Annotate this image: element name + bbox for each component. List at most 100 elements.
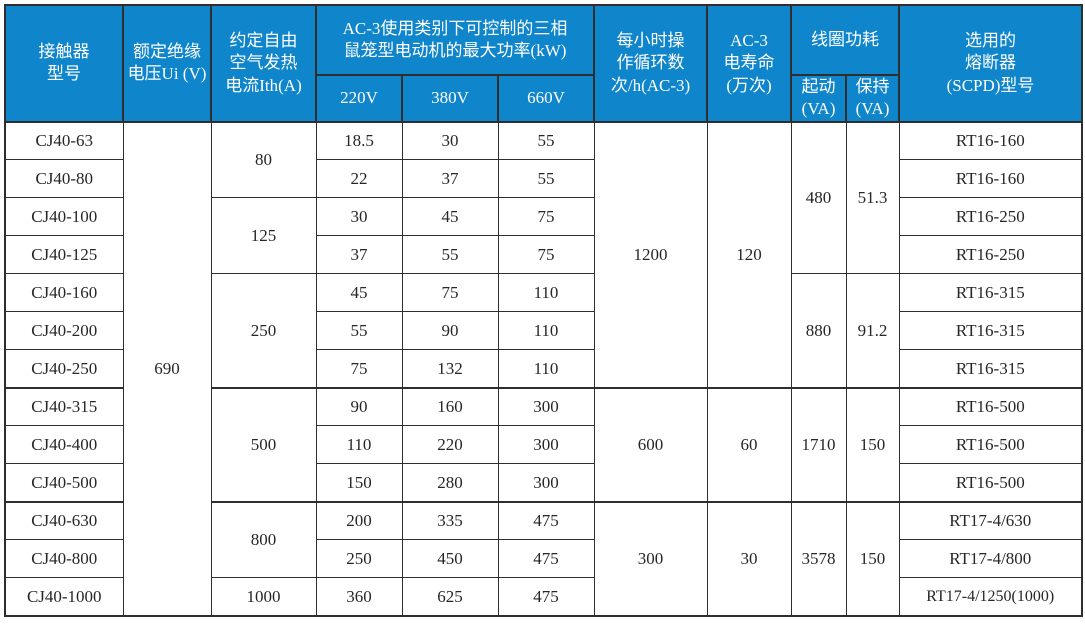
header-fuse-type: 选用的 熔断器 (SCPD)型号 — [898, 4, 1084, 123]
cell-model: CJ40-63 — [4, 121, 124, 161]
table-header: 接触器 型号 额定绝缘 电压Ui (V) 约定自由 空气发热 电流Ith(A) … — [4, 4, 1084, 123]
cell-fuse-type: RT16-160 — [898, 121, 1083, 161]
header-operating-cycles: 每小时操 作循环数 次/h(AC-3) — [593, 4, 709, 123]
cell-power-660v: 475 — [497, 539, 595, 579]
cell-power-380v: 335 — [401, 500, 499, 541]
cell-power-220v: 250 — [315, 539, 403, 579]
header-coil-start: 起动 (VA) — [790, 74, 848, 123]
cell-power-220v: 45 — [315, 273, 403, 313]
cell-model: CJ40-400 — [4, 425, 124, 465]
header-220v: 220V — [315, 74, 403, 123]
cell-power-380v: 132 — [401, 349, 499, 389]
cell-thermal-current: 800 — [210, 500, 317, 579]
cell-power-380v: 75 — [401, 273, 499, 313]
cell-power-660v: 110 — [497, 273, 595, 313]
table-row: CJ40-80 22 37 55 RT16-160 — [4, 159, 1083, 199]
table-row: CJ40-400 110 220 300 RT16-500 — [4, 425, 1083, 465]
cell-power-380v: 55 — [401, 235, 499, 275]
table-row: CJ40-63 690 80 18.5 30 55 1200 120 480 51.3 RT16-1… — [4, 121, 1083, 617]
header-660v: 660V — [496, 74, 596, 123]
cell-model: CJ40-500 — [4, 463, 124, 503]
cell-power-660v: 300 — [497, 386, 595, 427]
header-row-1: 接触器 型号 额定绝缘 电压Ui (V) 约定自由 空气发热 电流Ith(A) … — [4, 4, 1084, 123]
cell-thermal-current: 80 — [210, 121, 317, 199]
table-row: CJ40-800 250 450 475 RT17-4/800 — [4, 539, 1083, 579]
cell-fuse-type: RT16-250 — [898, 235, 1083, 275]
table-row: CJ40-200 55 90 110 RT16-315 — [4, 311, 1083, 351]
cell-fuse-type: RT16-500 — [898, 425, 1083, 465]
cell-coil-start: 480 — [790, 121, 847, 275]
cell-power-660v: 110 — [497, 349, 595, 389]
cell-model: CJ40-100 — [4, 197, 124, 237]
cell-power-660v: 300 — [497, 463, 595, 503]
cell-electrical-life: 120 — [706, 121, 792, 389]
cell-thermal-current: 1000 — [210, 577, 317, 617]
cell-model: CJ40-315 — [4, 386, 124, 427]
header-row-2: 220V 380V 660V 起动 (VA) 保持 (VA) — [5, 74, 1082, 123]
header-coil-hold: 保持 (VA) — [845, 74, 901, 123]
cell-thermal-current: 125 — [210, 197, 317, 275]
cell-power-660v: 475 — [497, 500, 595, 541]
header-rated-insulation-voltage: 额定绝缘 电压Ui (V) — [122, 4, 212, 123]
cell-rated-voltage: 690 — [122, 121, 212, 617]
cell-electrical-life: 30 — [706, 500, 792, 617]
cell-fuse-type: RT17-4/800 — [898, 539, 1083, 579]
cell-model: CJ40-800 — [4, 539, 124, 579]
table-row: CJ40-1000 1000 360 625 475 RT17-4/1250(1000) — [4, 577, 1083, 617]
header-power-group: AC-3使用类别下可控制的三相 鼠笼型电动机的最大功率(kW) — [314, 4, 596, 76]
cell-model: CJ40-80 — [4, 159, 124, 199]
table-row: CJ40-630 800 200 335 475 300 30 3578 150 RT17-4/6… — [4, 500, 1083, 617]
cell-power-380v: 160 — [401, 386, 499, 427]
cell-power-660v: 55 — [497, 121, 595, 161]
cell-power-660v: 300 — [497, 425, 595, 465]
cell-power-380v: 37 — [401, 159, 499, 199]
table-row: CJ40-125 37 55 75 RT16-250 — [4, 235, 1083, 275]
cell-power-380v: 45 — [401, 197, 499, 237]
cell-power-380v: 30 — [401, 121, 499, 161]
cell-fuse-type: RT16-315 — [898, 273, 1083, 313]
cell-power-220v: 75 — [315, 349, 403, 389]
cell-model: CJ40-250 — [4, 349, 124, 389]
header-model: 接触器 型号 — [4, 4, 124, 123]
cell-model: CJ40-125 — [4, 235, 124, 275]
cell-coil-hold: 150 — [845, 500, 900, 617]
cell-coil-hold: 91.2 — [845, 273, 900, 389]
cell-power-380v: 90 — [401, 311, 499, 351]
cell-power-220v: 37 — [315, 235, 403, 275]
cell-fuse-type: RT16-500 — [898, 386, 1083, 427]
cell-operating-cycles: 600 — [593, 386, 708, 503]
cell-coil-start: 1710 — [790, 386, 847, 503]
cell-fuse-type: RT16-500 — [898, 463, 1083, 503]
header-coil-power-group: 线圈功耗 — [790, 4, 901, 76]
cell-operating-cycles: 300 — [593, 500, 708, 617]
cell-model: CJ40-160 — [4, 273, 124, 313]
table-row: CJ40-100 125 30 45 75 RT16-250 — [4, 197, 1083, 275]
table-row: CJ40-500 150 280 300 RT16-500 — [4, 463, 1083, 503]
header-thermal-current: 约定自由 空气发热 电流Ith(A) — [210, 4, 317, 123]
cell-power-220v: 90 — [315, 386, 403, 427]
cell-power-220v: 18.5 — [315, 121, 403, 161]
cell-thermal-current: 250 — [210, 273, 317, 389]
table-body: CJ40-63 690 80 18.5 30 55 1200 120 480 51.3 RT16-1… — [4, 121, 1083, 617]
cell-power-660v: 75 — [497, 197, 595, 237]
cell-fuse-type: RT17-4/630 — [898, 500, 1083, 541]
cell-fuse-type: RT16-160 — [898, 159, 1083, 199]
cell-power-380v: 280 — [401, 463, 499, 503]
cell-coil-start: 3578 — [790, 500, 847, 617]
cell-power-660v: 475 — [497, 577, 595, 617]
cell-power-380v: 220 — [401, 425, 499, 465]
cell-power-220v: 110 — [315, 425, 403, 465]
cell-coil-hold: 150 — [845, 386, 900, 503]
cell-power-380v: 625 — [401, 577, 499, 617]
cell-power-220v: 200 — [315, 500, 403, 541]
cell-power-220v: 150 — [315, 463, 403, 503]
cell-power-660v: 75 — [497, 235, 595, 275]
cell-model: CJ40-200 — [4, 311, 124, 351]
header-380v: 380V — [401, 74, 499, 123]
cell-operating-cycles: 1200 — [593, 121, 708, 389]
cell-power-380v: 450 — [401, 539, 499, 579]
cell-electrical-life: 60 — [706, 386, 792, 503]
table-row: CJ40-250 75 132 110 RT16-315 — [4, 349, 1083, 389]
cell-model: CJ40-1000 — [4, 577, 124, 617]
